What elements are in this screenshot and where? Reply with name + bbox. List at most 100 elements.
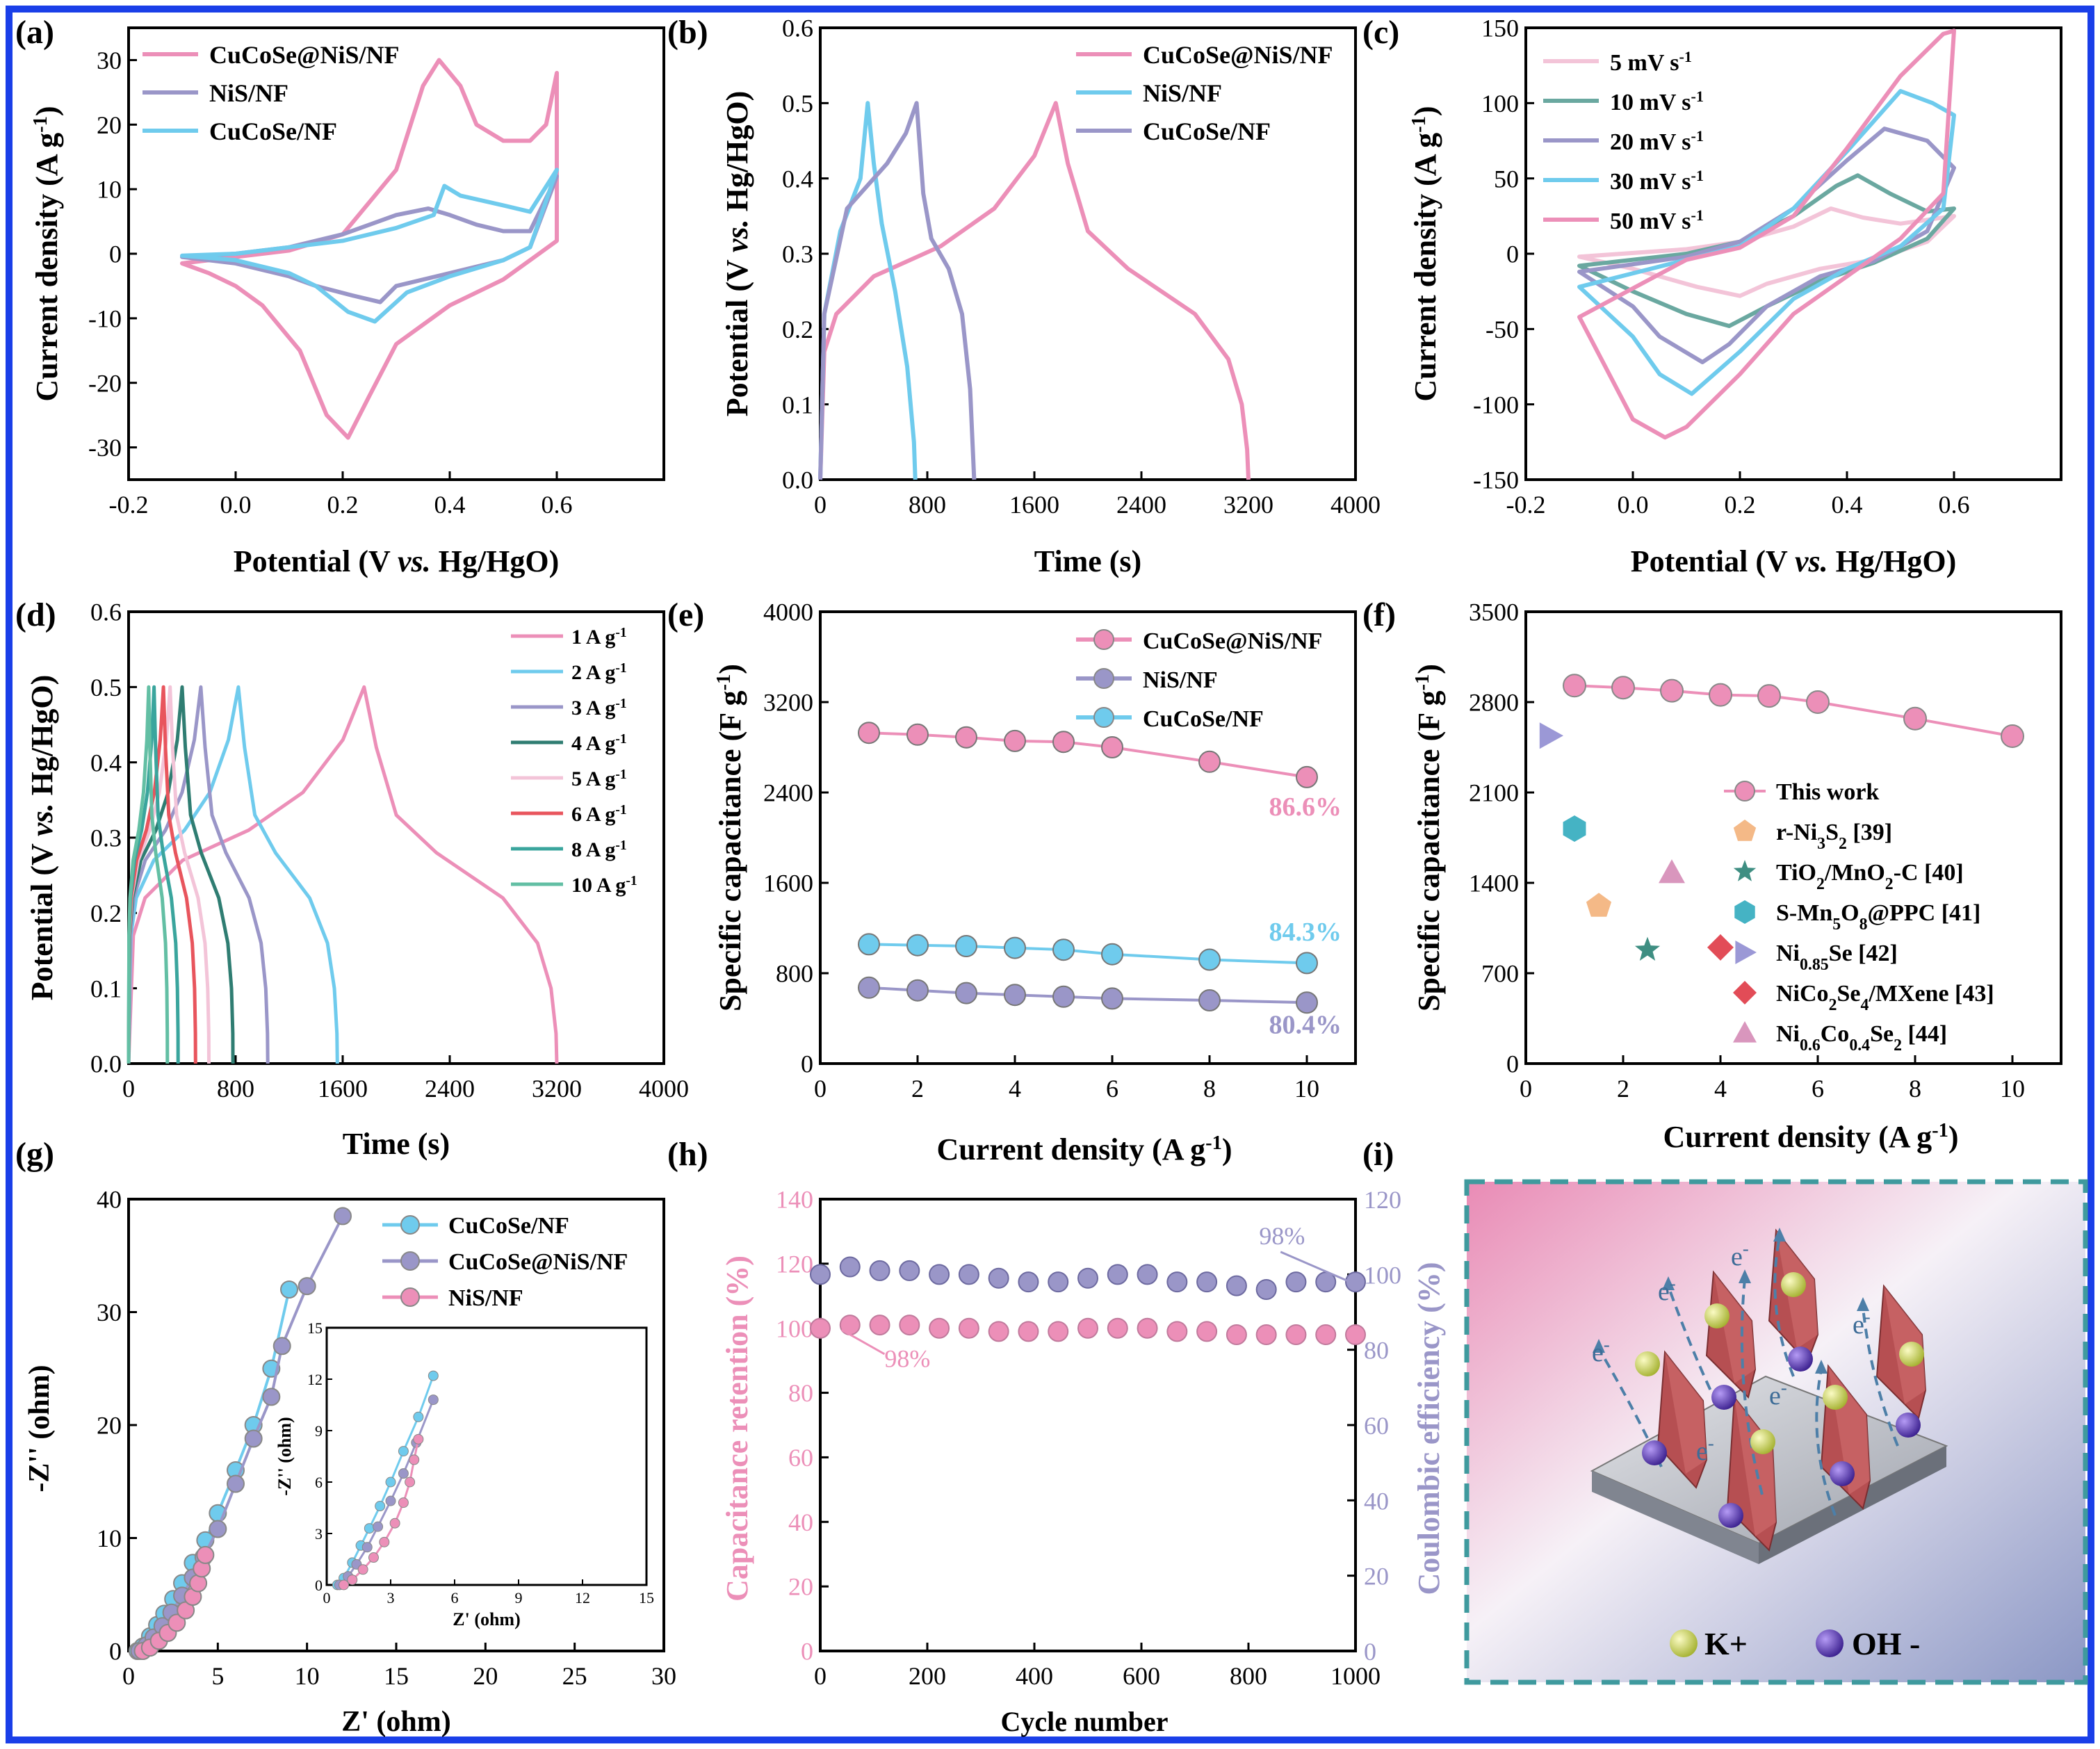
electron-label: e- (1769, 1377, 1787, 1410)
y-tick-label: 80 (788, 1379, 813, 1407)
panel-label: (c) (1362, 14, 1399, 51)
inset-data-point (368, 1552, 379, 1563)
series-line (180, 168, 559, 324)
right-y-axis-label: Coulombic efficiency (%) (1412, 1262, 1446, 1595)
x-tick-label: 0.2 (327, 491, 359, 519)
marker-diamond (1707, 934, 1734, 961)
k-ion (1899, 1342, 1924, 1367)
data-point (272, 1337, 291, 1356)
x-axis-label: Current density (A g-1) (1663, 1120, 1958, 1155)
x-tick-label: 4 (1009, 1075, 1021, 1103)
retention-point (958, 1317, 979, 1339)
y-tick-label: -150 (1473, 466, 1519, 494)
legend-label: TiO2/MnO2-C [40] (1776, 860, 1964, 893)
marker-triangle-up (1733, 1021, 1757, 1043)
this-work-point (1757, 684, 1781, 708)
legend-label: Ni0.6Co0.4Se2 [44] (1776, 1021, 1947, 1055)
legend-label: CuCoSe@NiS/NF (209, 41, 400, 69)
data-point (1296, 991, 1318, 1014)
inset-data-point (385, 1495, 396, 1506)
retention-point (988, 1321, 1009, 1342)
y-tick-label: 150 (1481, 15, 1519, 42)
retention-annotation: 86.6% (1269, 792, 1342, 822)
k-ion (1781, 1272, 1806, 1297)
retention-annotation: 84.3% (1269, 918, 1342, 947)
inset-data-point (379, 1536, 390, 1547)
data-point (189, 1574, 208, 1593)
marker-hexagon (1734, 900, 1755, 924)
retention-point (1077, 1317, 1098, 1339)
series-line (818, 101, 918, 480)
y-axis-label: Specific capacitance (F g-1) (713, 664, 748, 1011)
retention-arrow (841, 1328, 886, 1356)
retention-point (1345, 1324, 1366, 1345)
y-tick-label: 20 (788, 1573, 813, 1601)
series-line (868, 943, 1308, 965)
inset-data-point (398, 1446, 409, 1457)
data-point (227, 1474, 245, 1493)
legend-label: CuCoSe/NF (448, 1213, 569, 1239)
y-tick-label: 0.4 (782, 165, 813, 193)
inset-x-tick-label: 9 (515, 1589, 523, 1606)
panel-label: (h) (667, 1136, 708, 1173)
x-tick-label: 8 (1909, 1075, 1921, 1103)
inset-x-tick-label: 12 (575, 1589, 590, 1606)
x-tick-label: 800 (1230, 1662, 1267, 1690)
inset-data-point (373, 1521, 384, 1532)
panel-label: (a) (15, 14, 54, 51)
legend-marker (400, 1251, 420, 1271)
y-axis-label: Current density (A g-1) (1408, 106, 1443, 401)
left-y-axis-label: Capacitance retention (%) (720, 1255, 754, 1602)
x-tick-label: 8 (1203, 1075, 1216, 1103)
x-axis-label: Time (s) (343, 1127, 450, 1161)
x-tick-label: 10 (1294, 1075, 1319, 1103)
retention-point (1196, 1321, 1218, 1342)
x-tick-label: 3200 (1223, 491, 1273, 519)
efficiency-point (1226, 1275, 1247, 1296)
this-work-point (1563, 674, 1586, 698)
data-point (280, 1280, 298, 1299)
legend-label: NiCo2Se4/MXene [43] (1776, 981, 1994, 1014)
x-tick-label: 6 (1106, 1075, 1118, 1103)
electron-label: e- (1853, 1306, 1871, 1340)
inset-data-point (364, 1523, 375, 1534)
legend-label: 2 A g-1 (571, 661, 627, 685)
retention-point (1107, 1317, 1128, 1339)
legend-label: 5 A g-1 (571, 767, 627, 791)
y-tick-label: 700 (1481, 960, 1519, 988)
k-ion (1750, 1429, 1775, 1454)
y-tick-label: 1400 (1469, 870, 1519, 897)
legend-label: 10 A g-1 (571, 874, 637, 897)
y-tick-label: 0 (1506, 1050, 1519, 1078)
inset-data-point (339, 1579, 350, 1591)
data-point (1004, 729, 1026, 752)
x-tick-label: 0 (122, 1662, 135, 1690)
x-tick-label: 0 (122, 1075, 135, 1103)
panel-i-label: (i) (1362, 1136, 1394, 1173)
marker-diamond (1733, 981, 1757, 1004)
inset-data-point (413, 1411, 424, 1422)
x-tick-label: 0 (814, 491, 827, 519)
electron-label: e- (1696, 1433, 1714, 1466)
inset-y-tick-label: 6 (315, 1474, 323, 1491)
retention-point (1166, 1321, 1188, 1342)
panel-a: -0.2 0.0 0.2 0.4 0.6 -30 -20 -10 0 10 20 30 (a) CuCoS… (15, 14, 665, 578)
retention-point (1137, 1317, 1158, 1339)
efficiency-point (1107, 1264, 1128, 1285)
series-line (127, 685, 270, 1064)
right-y-tick-label: 100 (1364, 1261, 1401, 1289)
this-work-point (2001, 724, 2024, 749)
data-point (209, 1520, 227, 1538)
x-tick-label: 2 (911, 1075, 924, 1103)
inset-y-tick-label: 0 (315, 1577, 323, 1594)
y-tick-label: 60 (788, 1444, 813, 1472)
series-line (127, 685, 339, 1064)
inset-frame (325, 1326, 648, 1586)
y-tick-label: -50 (1486, 316, 1519, 343)
y-tick-label: 0.0 (782, 466, 813, 494)
ions (1635, 1272, 1924, 1528)
y-tick-label: 40 (97, 1186, 122, 1214)
legend-label: 6 A g-1 (571, 803, 627, 827)
data-point (298, 1277, 316, 1296)
panel-e: 0 2 4 6 8 10 0 800 1600 2400 3200 4000 86.6% 84.3% 80.… (667, 596, 1357, 1166)
